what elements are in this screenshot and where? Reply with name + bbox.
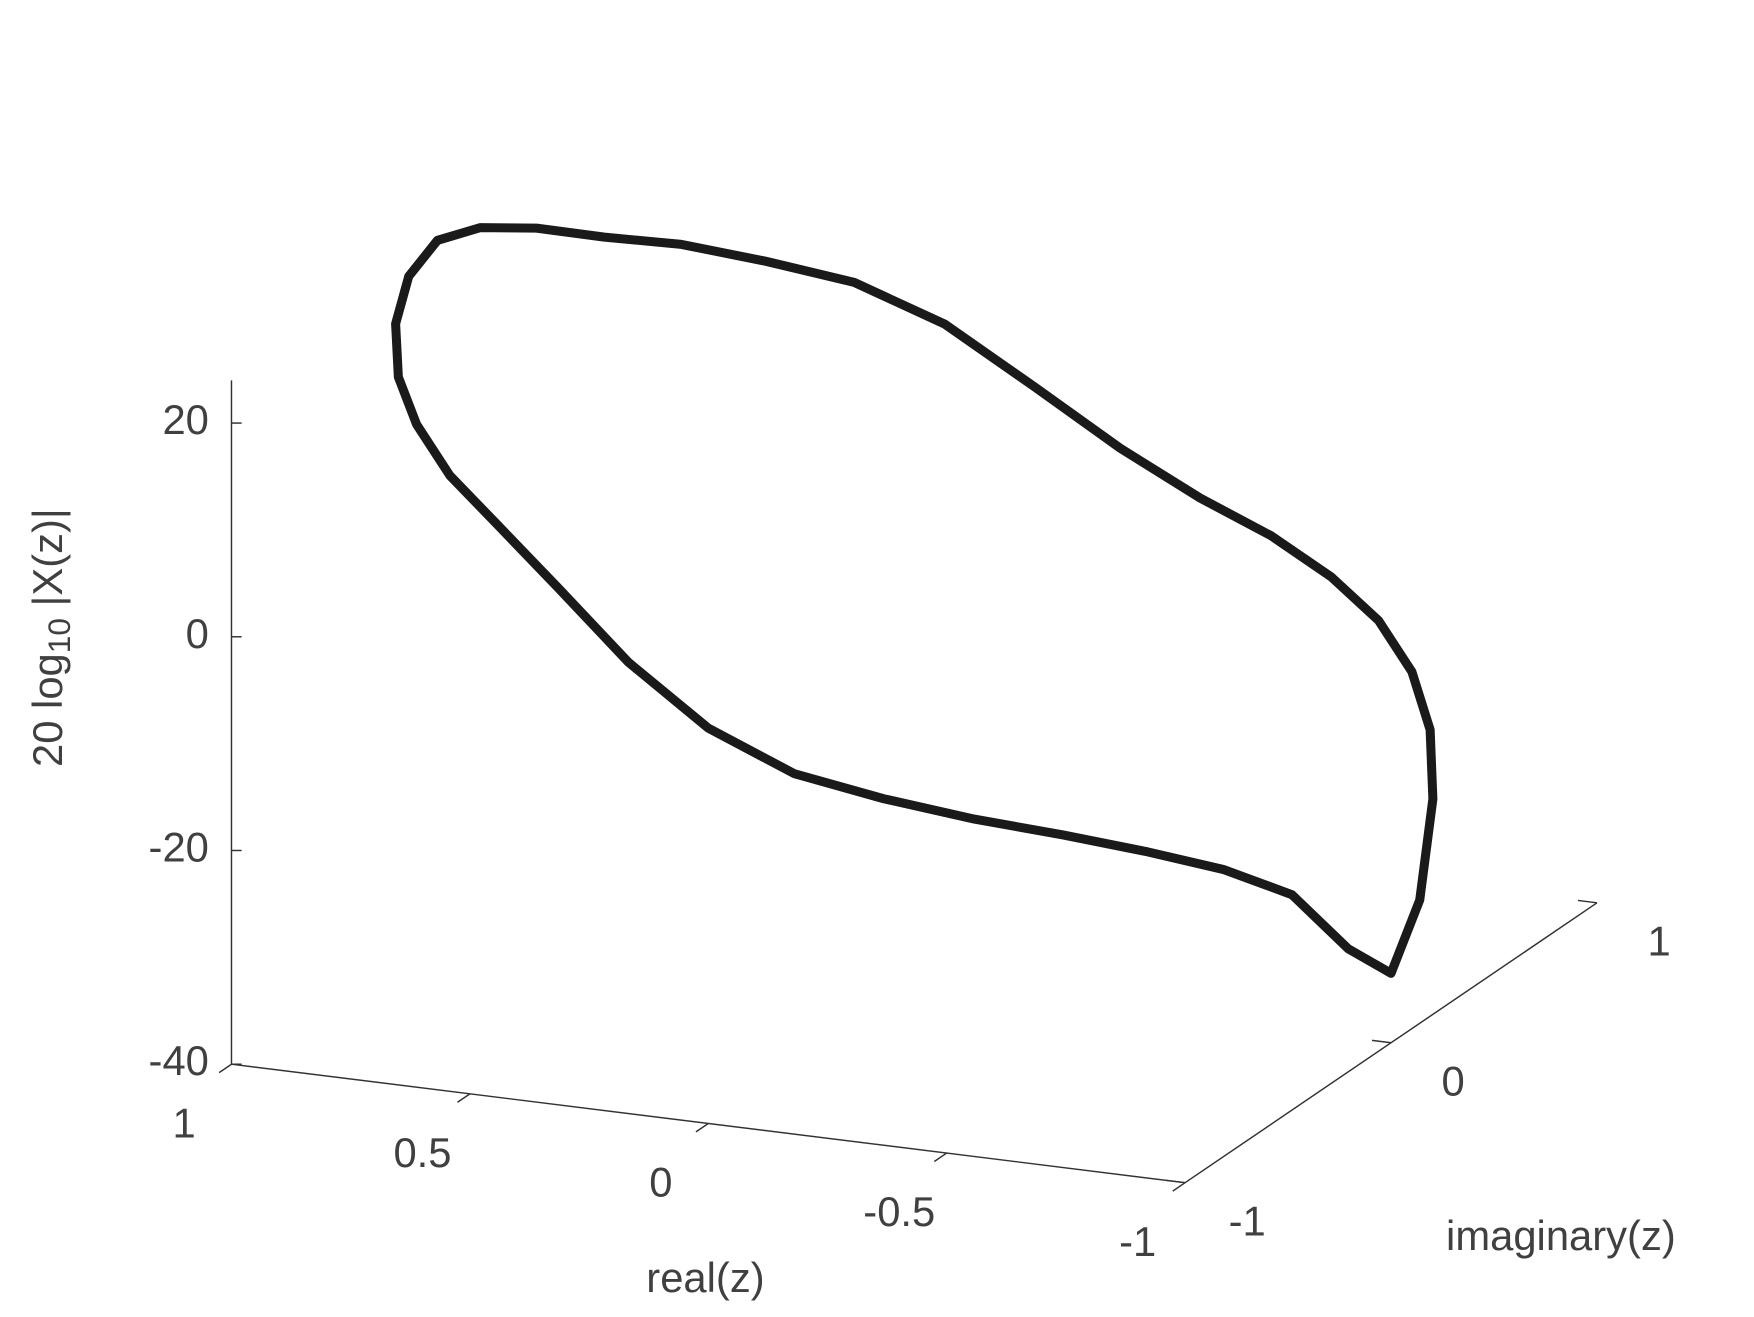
x-tick-label: -0.5 (863, 1188, 935, 1235)
y-tick (1371, 1039, 1392, 1044)
curve (391, 223, 1438, 978)
y-tick-label: -1 (1229, 1197, 1266, 1244)
z-tick-label: -20 (149, 824, 209, 871)
x-tick (457, 1093, 471, 1103)
z-tick-label: -40 (149, 1037, 209, 1084)
y-tick (1577, 899, 1598, 904)
z-tick-label: 0 (186, 610, 209, 657)
z-axis-label-subscript: 10 (42, 618, 78, 653)
x-tick-label: 1 (172, 1099, 195, 1146)
y-tick-label: 0 (1441, 1058, 1464, 1105)
z-tick-label: 20 (162, 396, 208, 443)
x-tick-label: 0 (649, 1159, 672, 1206)
x-tick (218, 1063, 232, 1074)
x-tick (1172, 1182, 1186, 1192)
y-tick-label: 1 (1647, 918, 1670, 965)
x-axis-label: real(z) (646, 1254, 764, 1301)
y-axis-line (1184, 902, 1598, 1184)
z-axis-label-part: |X(z)| (24, 508, 71, 618)
x-tick-label: -1 (1119, 1218, 1156, 1265)
x-tick (933, 1152, 948, 1163)
z-axis-label-part: 20 log (24, 653, 71, 767)
z-axis-label: 20 log10 |X(z)| (24, 508, 78, 767)
y-tick (1165, 1179, 1186, 1184)
y-axis-label: imaginary(z) (1446, 1212, 1676, 1259)
x-tick-label: 0.5 (393, 1129, 451, 1176)
x-tick (695, 1122, 709, 1133)
